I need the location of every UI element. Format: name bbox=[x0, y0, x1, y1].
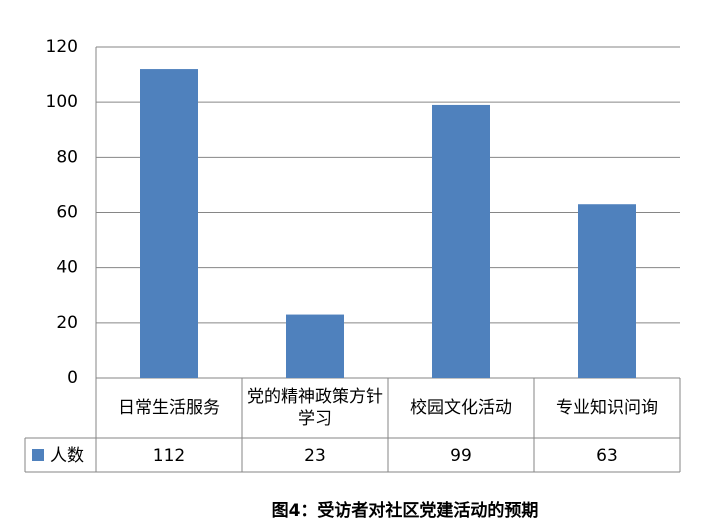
bar bbox=[578, 204, 636, 378]
table-value: 99 bbox=[450, 446, 472, 466]
y-tick-label: 80 bbox=[56, 147, 78, 167]
y-tick-label: 0 bbox=[67, 368, 78, 388]
legend-label: 人数 bbox=[50, 446, 84, 466]
y-tick-label: 60 bbox=[56, 203, 78, 223]
chart-caption: 图4：受访者对社区党建活动的预期 bbox=[272, 500, 539, 521]
y-tick-label: 20 bbox=[56, 313, 78, 333]
x-tick-label: 党的精神政策方针学习 bbox=[247, 387, 383, 429]
bar bbox=[286, 314, 344, 378]
x-tick-label: 校园文化活动 bbox=[410, 398, 512, 418]
x-tick-label: 专业知识问询 bbox=[556, 398, 658, 418]
y-tick-label: 40 bbox=[56, 258, 78, 278]
legend-swatch bbox=[32, 449, 44, 461]
category-cell: 专业知识问询 bbox=[556, 398, 658, 418]
category-cell: 校园文化活动 bbox=[410, 398, 512, 418]
table-value: 23 bbox=[304, 446, 326, 466]
category-cell: 党的精神政策方针学习 bbox=[247, 387, 383, 429]
table-value: 63 bbox=[596, 446, 618, 466]
bar bbox=[140, 69, 198, 379]
bar bbox=[432, 104, 490, 379]
x-tick-label: 日常生活服务 bbox=[118, 398, 220, 418]
y-tick-label: 100 bbox=[46, 92, 78, 112]
category-cell: 日常生活服务 bbox=[118, 398, 220, 418]
y-tick-label: 120 bbox=[46, 37, 78, 57]
table-value: 112 bbox=[153, 446, 185, 466]
